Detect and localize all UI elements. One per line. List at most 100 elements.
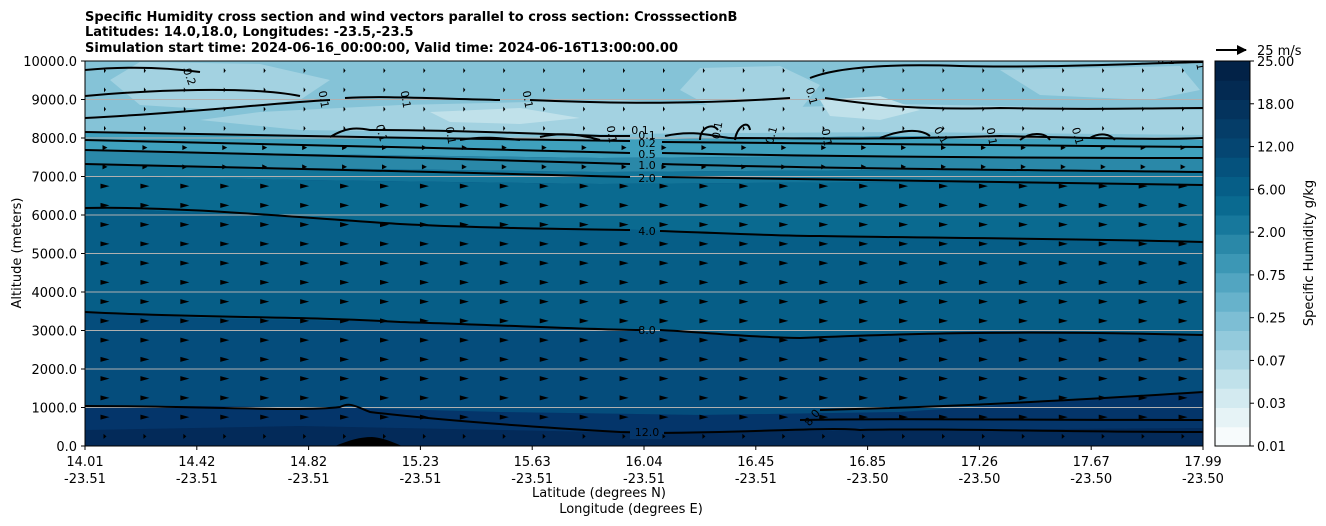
wind-vector [383, 68, 386, 74]
wind-vector [340, 414, 350, 420]
wind-vector [419, 414, 429, 420]
wind-vector [941, 145, 946, 151]
wind-vector [1178, 299, 1188, 305]
wind-vector [1100, 145, 1106, 151]
wind-vector [223, 125, 226, 131]
wind-vector [859, 395, 869, 401]
wind-vector [1098, 395, 1108, 401]
wind-vector [1062, 68, 1065, 74]
wind-vector [982, 106, 985, 112]
wind-vector [539, 279, 549, 285]
wind-vector [423, 68, 426, 74]
contour-label-bg [630, 425, 664, 439]
wind-vector [419, 279, 429, 285]
wind-vector [702, 87, 705, 93]
wind-vector [140, 183, 150, 189]
wind-vector [300, 414, 310, 420]
y-tick-label: 7000.0 [32, 171, 78, 186]
wind-vector [659, 183, 669, 189]
x-axis-label-longitude: Longitude (degrees E) [559, 502, 703, 517]
wind-vector [380, 202, 389, 208]
wind-vector [419, 222, 429, 228]
wind-vector [619, 260, 629, 266]
colorbar: 0.01 0.03 0.07 0.25 0.75 2.00 6.00 12.00 18.00 25… [1214, 55, 1294, 455]
wind-vector [300, 356, 310, 362]
wind-vector [822, 68, 825, 74]
x-tick-label-lon: -23.51 [176, 472, 218, 487]
wind-vector [340, 337, 350, 343]
wind-vector [220, 318, 230, 324]
wind-vector [220, 241, 230, 247]
wind-vector [862, 106, 865, 112]
contour-label-upper: 0.1 [984, 127, 1000, 146]
wind-vector [619, 299, 629, 305]
wind-vector [742, 106, 745, 112]
wind-vector [701, 164, 707, 170]
wind-vector [300, 202, 310, 208]
wind-vector [100, 183, 110, 189]
wind-vector [340, 318, 350, 324]
wind-vector [859, 241, 869, 247]
wind-vector [739, 395, 749, 401]
wind-vector [459, 183, 469, 189]
wind-vector [499, 337, 509, 343]
wind-vector [260, 183, 270, 189]
wind-vector [822, 106, 825, 112]
wind-vector [140, 202, 150, 208]
wind-vector [659, 376, 669, 382]
colorbar-segment [1215, 369, 1250, 389]
wind-vector [100, 356, 110, 362]
colorbar-segment [1215, 311, 1250, 331]
wind-vector [539, 395, 549, 401]
wind-vector [220, 376, 230, 382]
wind-vector [502, 433, 506, 439]
horizontal-grid [85, 99, 1203, 408]
wind-vector [539, 376, 549, 382]
wind-vector [499, 279, 509, 285]
wind-vector [583, 87, 586, 93]
wind-vector [300, 183, 310, 189]
wind-vector [539, 356, 549, 362]
wind-vector [140, 337, 150, 343]
wind-vector [901, 164, 907, 170]
wind-vector [662, 433, 666, 439]
wind-vector [1182, 87, 1185, 93]
wind-vector [539, 414, 549, 420]
wind-vector [260, 260, 270, 266]
wind-vector [659, 260, 669, 266]
wind-vector [819, 241, 829, 247]
wind-vector [939, 299, 948, 305]
chart-title-line-2: Latitudes: 14.0,18.0, Longitudes: -23.5,… [85, 25, 414, 40]
x-tick-label-lat: 16.85 [849, 455, 886, 470]
contour-line-4 [85, 206, 1203, 243]
wind-vector [622, 433, 626, 439]
contour-label-2: 2.0 [638, 172, 656, 185]
wind-vector [1180, 164, 1186, 170]
wind-vector [422, 433, 426, 439]
wind-vector [939, 183, 948, 189]
wind-vector [819, 279, 829, 285]
wind-vector [899, 356, 909, 362]
wind-vector [300, 337, 310, 343]
wind-vector [1138, 376, 1148, 382]
wind-vector [779, 318, 789, 324]
wind-vector [980, 145, 986, 151]
x-tick-label-lat: 14.01 [66, 455, 103, 470]
wind-vector [100, 318, 110, 324]
x-axis-label-latitude: Latitude (degrees N) [532, 486, 666, 501]
wind-vector [779, 299, 789, 305]
wind-vector [223, 87, 226, 93]
wind-vector [978, 222, 988, 228]
contour-line-2 [85, 163, 1203, 186]
wind-vector [739, 260, 749, 266]
wind-vector [1018, 376, 1028, 382]
wind-vector [1058, 241, 1068, 247]
wind-vector [380, 299, 389, 305]
chart-title-line-1: Specific Humidity cross section and wind… [85, 10, 737, 25]
contour-label-upper: 0.1 [316, 90, 332, 109]
wind-vector [1021, 433, 1025, 439]
y-tick-label: 8000.0 [32, 132, 78, 147]
colorbar-segment [1215, 195, 1250, 216]
wind-vector [300, 299, 310, 305]
wind-vector [1178, 183, 1188, 189]
